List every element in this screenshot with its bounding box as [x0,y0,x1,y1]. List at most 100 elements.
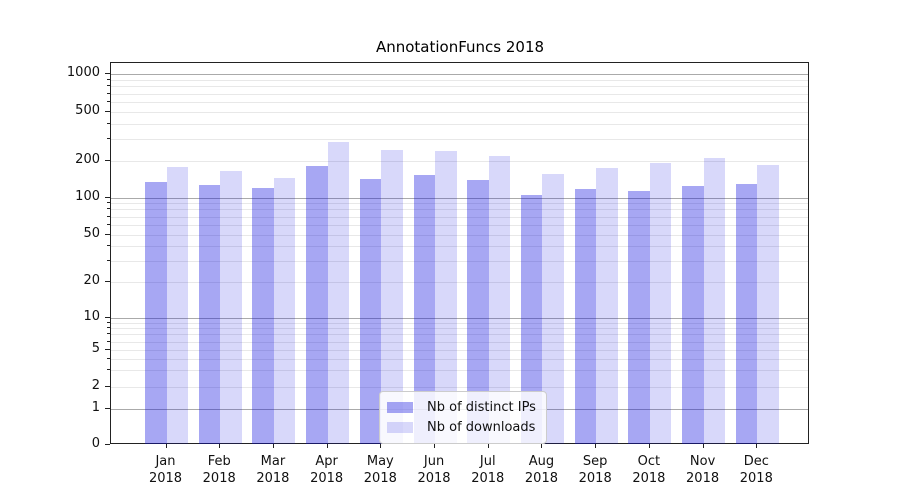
y-axis-tick [105,281,110,282]
bar-downloads [542,174,564,444]
bar-downloads [166,167,188,444]
gridline-minor [111,203,808,205]
bar-distinct-ips [252,187,274,444]
gridline-minor [111,386,808,388]
bar-distinct-ips [145,181,167,444]
gridline-minor [111,216,808,218]
y-axis-minor-tick [107,78,110,80]
y-axis-minor-tick [107,259,110,261]
x-axis-label-month: Aug [528,454,555,469]
y-axis-minor-tick [107,357,110,359]
x-axis-label-month: Sep [582,454,608,469]
bar-downloads [596,168,618,444]
y-axis-tick [105,111,110,112]
gridline-minor [111,260,808,262]
x-axis-label-year: 2018 [310,471,344,486]
x-axis-label-year: 2018 [363,471,397,486]
x-axis-tick-label: May 2018 [348,453,412,487]
x-axis-label-year: 2018 [686,471,720,486]
y-axis-tick-label: 100 [75,188,100,204]
gridline-minor [111,328,808,330]
x-axis-tick-label: Mar 2018 [241,453,305,487]
gridline-minor [111,370,808,372]
gridline-major [111,197,808,199]
bar-distinct-ips [520,194,543,444]
bar-downloads [703,157,726,444]
y-axis-minor-tick [107,321,110,323]
x-axis-label-year: 2018 [524,471,558,486]
x-axis-label-month: Dec [743,454,769,469]
x-axis-label-month: Mar [260,454,286,469]
bar-distinct-ips [306,165,328,444]
chart-title: AnnotationFuncs 2018 [375,38,545,56]
gridline-minor [111,79,808,81]
x-axis-label-year: 2018 [256,471,290,486]
legend: Nb of distinct IPs Nb of downloads [379,391,547,444]
bar-distinct-ips [574,188,597,444]
y-axis-tick-label: 10 [83,309,100,324]
bar-downloads [327,142,350,444]
gridline-minor [111,234,808,236]
x-axis-label-year: 2018 [202,471,236,486]
x-axis-label-month: Jun [423,454,445,469]
x-axis-tick [272,444,274,448]
bar-distinct-ips [735,183,758,444]
x-axis-tick-label: Jun 2018 [402,453,466,487]
bar-downloads [435,151,457,444]
gridline-minor [111,209,808,211]
x-axis-tick-label: Feb 2018 [187,453,251,487]
plot-area [110,62,809,444]
x-axis-tick-label: Dec 2018 [724,453,788,487]
y-axis-minor-tick [107,202,110,204]
gridline-minor [111,93,808,95]
y-axis-minor-tick [107,138,110,140]
x-axis-tick-label: Sep 2018 [563,453,627,487]
legend-item-downloads: Nb of downloads [387,417,536,437]
x-axis-tick [219,444,221,448]
y-axis-minor-tick [107,122,110,124]
y-axis-tick [105,196,110,198]
x-axis-label-month: Jan [155,454,176,469]
y-axis-tick [105,349,110,350]
gridline-major [111,318,808,319]
y-axis-tick-label: 1 [91,400,100,415]
y-axis-minor-tick [107,369,110,371]
bar-downloads [381,150,403,444]
x-axis-label-month: Nov [689,454,716,469]
x-axis-label-year: 2018 [578,471,612,486]
gridline-minor [111,358,808,360]
bar-distinct-ips [198,184,221,444]
y-axis-minor-tick [107,215,110,217]
x-axis-label-month: Apr [315,454,338,469]
y-axis-tick-label: 20 [83,273,100,288]
y-axis-tick-label: 0 [91,435,100,451]
y-axis-minor-tick [107,92,110,94]
legend-label-distinct-ips: Nb of distinct IPs [427,399,536,415]
x-axis-tick-label: Aug 2018 [509,453,573,487]
x-axis-label-month: Jul [479,454,496,469]
y-axis-minor-tick [107,208,110,210]
gridline-minor [111,334,808,336]
x-axis-label-year: 2018 [148,471,183,486]
y-axis-tick-label: 1000 [66,65,100,80]
y-axis-tick [105,443,110,445]
legend-swatch-downloads-icon [387,421,413,433]
x-axis-label-year: 2018 [417,471,451,486]
y-axis-minor-tick [107,333,110,335]
x-axis-tick-label: Jan 2018 [134,453,198,487]
gridline-minor [111,123,808,125]
bar-distinct-ips [467,179,489,444]
x-axis-label-month: May [366,454,394,469]
x-axis-tick [165,444,167,448]
gridline-minor [111,341,808,343]
legend-swatch-distinct-ips-icon [387,401,413,413]
gridline-minor [111,282,808,283]
y-axis-minor-tick [107,245,110,247]
x-axis-label-month: Feb [207,454,231,469]
bar-downloads [757,165,779,444]
x-axis-tick [756,444,758,448]
gridline-minor [111,224,808,226]
x-axis-tick [541,444,543,448]
y-axis-minor-tick [107,223,110,225]
